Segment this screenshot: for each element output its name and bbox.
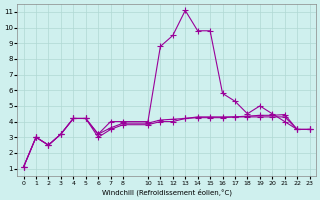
- X-axis label: Windchill (Refroidissement éolien,°C): Windchill (Refroidissement éolien,°C): [101, 188, 232, 196]
